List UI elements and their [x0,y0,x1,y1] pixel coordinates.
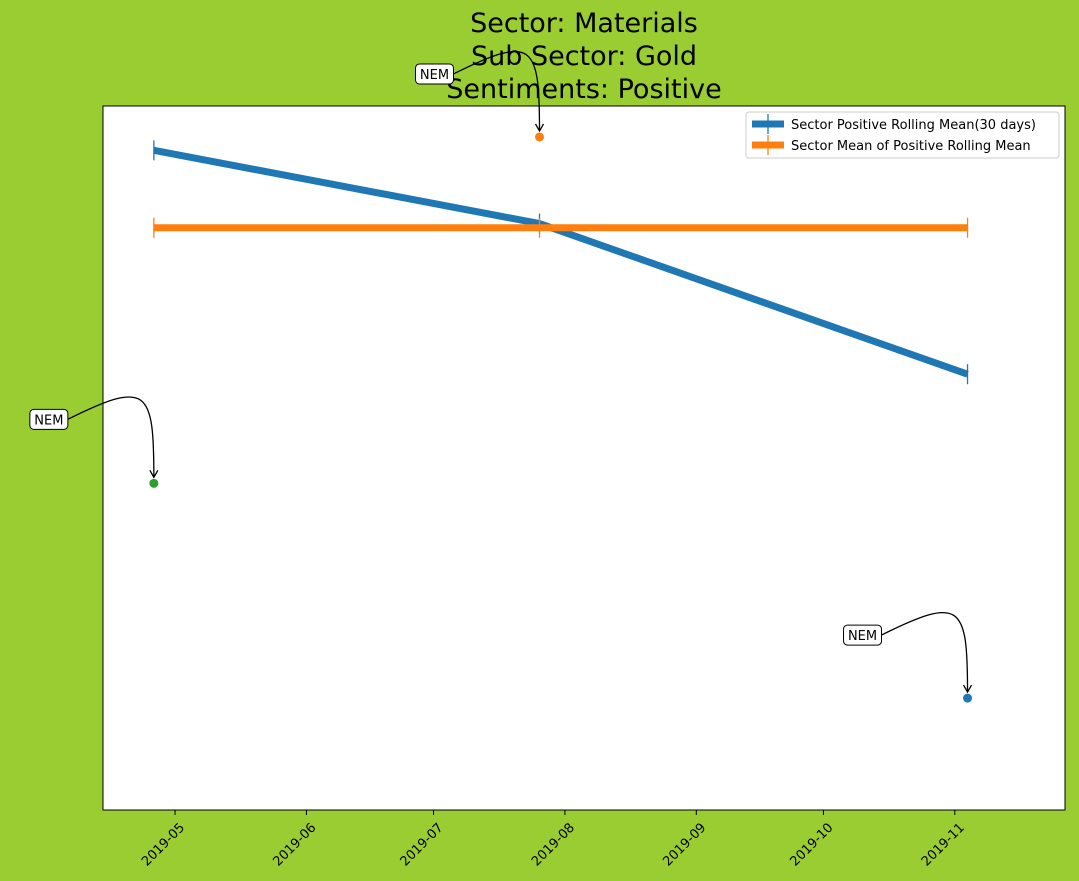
x-tick-label: 2019-10 [787,820,836,869]
legend: Sector Positive Rolling Mean(30 days) Sec… [746,112,1059,158]
x-tick-label: 2019-05 [139,820,188,869]
scatter-point-1 [535,132,544,141]
x-tick-label: 2019-09 [660,820,709,869]
x-tick-label: 2019-11 [919,820,968,869]
title-line-3: Sentiments: Positive [446,74,721,105]
annotation-label: NEM [34,413,63,428]
x-tick-label: 2019-06 [270,820,319,869]
x-axis: 2019-05 2019-06 2019-07 2019-08 2019-09 2019-… [139,810,968,869]
plot-area [103,106,1065,810]
title-line-2: Sub Sector: Gold [471,41,697,72]
annotation-label: NEM [848,629,877,644]
legend-entry-2: Sector Mean of Positive Rolling Mean [791,139,1031,154]
x-tick-label: 2019-07 [398,820,447,869]
scatter-point-3 [963,694,972,703]
scatter-point-2 [149,479,158,488]
title-line-1: Sector: Materials [470,8,698,39]
annotation-label: NEM [420,68,449,83]
legend-entry-1: Sector Positive Rolling Mean(30 days) [791,118,1036,133]
x-tick-label: 2019-08 [529,820,578,869]
